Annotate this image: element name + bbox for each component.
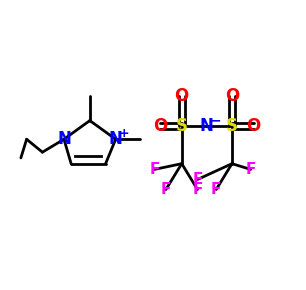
Text: N: N xyxy=(200,117,214,135)
Text: N: N xyxy=(57,130,71,148)
Text: F: F xyxy=(149,162,160,177)
Text: F: F xyxy=(192,172,203,187)
Text: F: F xyxy=(192,182,203,197)
Text: O: O xyxy=(225,87,239,105)
Text: F: F xyxy=(211,182,221,197)
Text: O: O xyxy=(175,87,189,105)
Text: +: + xyxy=(119,127,129,140)
Text: F: F xyxy=(245,162,256,177)
Text: O: O xyxy=(153,117,167,135)
Text: −: − xyxy=(209,114,221,128)
Text: N: N xyxy=(109,130,123,148)
Text: S: S xyxy=(176,117,188,135)
Text: F: F xyxy=(161,182,171,197)
Text: O: O xyxy=(246,117,261,135)
Text: S: S xyxy=(226,117,238,135)
